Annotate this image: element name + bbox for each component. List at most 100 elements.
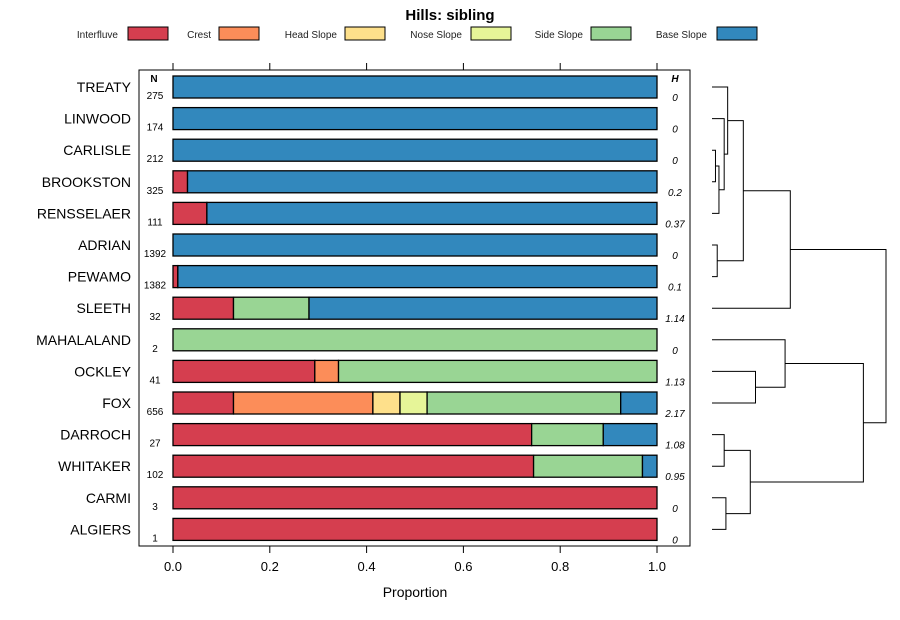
n-value: 1392 xyxy=(144,249,167,260)
row-label: ALGIERS xyxy=(70,521,131,537)
dendrogram-link xyxy=(712,370,756,404)
h-value: 0 xyxy=(672,346,678,357)
bar-segment xyxy=(532,454,644,478)
h-value: 0.2 xyxy=(668,188,682,199)
bar-segment xyxy=(399,391,428,415)
n-value: 656 xyxy=(147,407,164,418)
bar-segment xyxy=(172,170,189,194)
h-value: 1.08 xyxy=(665,441,685,452)
h-value: 0 xyxy=(672,535,678,546)
bar-segment xyxy=(172,264,179,289)
h-value: 2.17 xyxy=(664,409,685,420)
bar-segment xyxy=(620,391,658,415)
bar-segment xyxy=(172,106,658,131)
row-label: BROOKSTON xyxy=(42,174,131,190)
legend-label: Crest xyxy=(187,30,211,41)
row-label: ADRIAN xyxy=(78,237,131,253)
h-value: 1.13 xyxy=(665,377,685,388)
dendrogram-link xyxy=(712,86,729,155)
chart-title: Hills: sibling xyxy=(405,7,494,24)
dendrogram-link xyxy=(712,434,725,467)
legend-label: Interfluve xyxy=(77,30,119,41)
row-label: PEWAMO xyxy=(68,269,131,285)
bar-segment xyxy=(337,359,658,384)
n-value: 174 xyxy=(147,123,164,134)
bar-segment xyxy=(172,233,658,257)
bar-segment xyxy=(530,422,604,447)
legend: Interfluve Crest Head Slope Nose Slope Side … xyxy=(77,26,758,41)
row-label: OCKLEY xyxy=(74,363,131,379)
bar-segment xyxy=(172,201,208,226)
x-tick-label: 0.6 xyxy=(454,559,472,574)
bar-segment xyxy=(172,138,658,162)
bar-segment xyxy=(232,391,374,415)
bar-segment xyxy=(177,264,658,289)
bar-segment xyxy=(172,454,535,478)
bar-segment xyxy=(172,328,658,352)
legend-swatch xyxy=(127,26,169,41)
legend-swatch xyxy=(716,26,758,41)
legend-label: Base Slope xyxy=(656,30,708,41)
h-value: 0 xyxy=(672,251,678,262)
n-value: 111 xyxy=(147,217,163,228)
n-labels: 275 174 212 325 111 1392 1382 32 2 41 656 27 102 3 1 xyxy=(144,91,167,544)
row-label: MAHALALAND xyxy=(36,332,131,348)
bar-segment xyxy=(172,422,533,447)
legend-label: Side Slope xyxy=(535,30,584,41)
h-labels: 0 0 0 0.2 0.37 0 0.1 1.14 0 1.13 2.17 1.08 0.95 0 0 xyxy=(664,93,685,546)
h-header: H xyxy=(671,74,679,85)
row-label: DARROCH xyxy=(60,427,131,443)
h-value: 0.37 xyxy=(665,219,685,230)
bar-segment xyxy=(426,391,622,415)
bar-segment xyxy=(186,170,658,194)
legend-swatch xyxy=(470,26,512,41)
n-value: 32 xyxy=(149,312,161,323)
dendrogram-link xyxy=(712,244,718,278)
bar-segment xyxy=(172,517,658,542)
bars xyxy=(172,75,658,542)
row-label: SLEETH xyxy=(77,300,131,316)
n-value: 275 xyxy=(147,91,164,102)
h-value: 0 xyxy=(672,93,678,104)
n-header: N xyxy=(150,74,157,85)
row-label: CARMI xyxy=(86,490,131,506)
bar-segment xyxy=(314,359,340,384)
row-label: RENSSELAER xyxy=(37,205,131,221)
x-tick-label: 1.0 xyxy=(648,559,666,574)
legend-label: Head Slope xyxy=(285,30,338,41)
bar-segment xyxy=(206,201,658,226)
plot-frame xyxy=(138,69,691,547)
bar-segment xyxy=(172,359,316,384)
dendrogram xyxy=(712,86,887,530)
dendrogram-link xyxy=(790,248,887,424)
x-tick-label: 0.8 xyxy=(551,559,569,574)
row-label: TREATY xyxy=(77,79,132,95)
h-value: 1.14 xyxy=(665,314,685,325)
bar-segment xyxy=(232,296,310,320)
dendrogram-link xyxy=(712,497,727,530)
bar-segment xyxy=(641,454,658,478)
bar-segment xyxy=(172,391,235,415)
h-value: 0 xyxy=(672,156,678,167)
h-value: 0.95 xyxy=(665,472,685,483)
bar-segment xyxy=(372,391,401,415)
x-tick-label: 0.2 xyxy=(261,559,279,574)
dendrogram-link xyxy=(724,449,751,515)
row-label: LINWOOD xyxy=(64,111,131,127)
x-tick-label: 0.0 xyxy=(164,559,182,574)
legend-swatch xyxy=(218,26,260,41)
legend-label: Nose Slope xyxy=(410,30,462,41)
h-value: 0 xyxy=(672,125,678,136)
n-value: 27 xyxy=(149,439,161,450)
x-axis-label: Proportion xyxy=(383,584,448,600)
legend-swatch xyxy=(590,26,632,41)
row-labels: TREATY LINWOOD CARLISLE BROOKSTON RENSSELAER… xyxy=(36,79,132,537)
row-label: WHITAKER xyxy=(58,458,131,474)
bar-segment xyxy=(308,296,658,320)
row-label: CARLISLE xyxy=(63,142,131,158)
bar-segment xyxy=(602,422,658,447)
n-value: 3 xyxy=(152,502,158,513)
dendrogram-link xyxy=(712,149,716,183)
n-value: 41 xyxy=(149,375,161,386)
